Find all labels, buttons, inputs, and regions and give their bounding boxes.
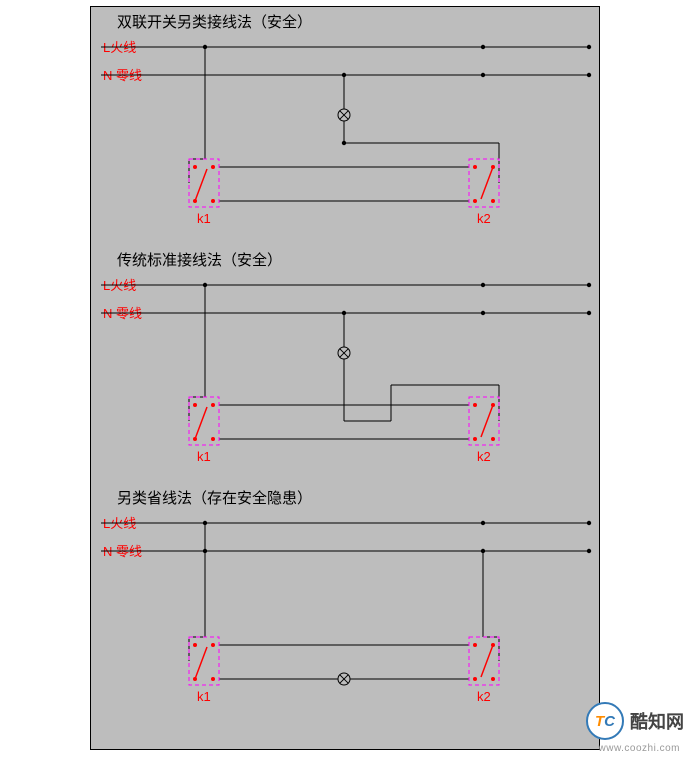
panel-2-k1: k1: [197, 449, 211, 464]
panel-2: 传统标准接线法（安全） L火线 N 零线: [91, 245, 599, 483]
panel-3: 另类省线法（存在安全隐患） L火线 N 零线: [91, 483, 599, 735]
panel-2-svg: [91, 245, 599, 483]
panel-1-k1: k1: [197, 211, 211, 226]
watermark-logo-icon: TC: [586, 702, 624, 740]
panel-2-k2: k2: [477, 449, 491, 464]
panel-3-svg: [91, 483, 599, 735]
panel-3-k1: k1: [197, 689, 211, 704]
watermark-site-cn: 酷知网: [630, 708, 684, 734]
watermark-site-url: www.coozhi.com: [599, 743, 680, 754]
diagram-frame: 双联开关另类接线法（安全） L火线 N 零线: [90, 6, 600, 750]
page-root: 双联开关另类接线法（安全） L火线 N 零线: [0, 0, 688, 758]
panel-1-k2: k2: [477, 211, 491, 226]
panel-3-k2: k2: [477, 689, 491, 704]
panel-1: 双联开关另类接线法（安全） L火线 N 零线: [91, 7, 599, 245]
panel-1-svg: [91, 7, 599, 245]
watermark: TC 酷知网: [586, 702, 684, 740]
